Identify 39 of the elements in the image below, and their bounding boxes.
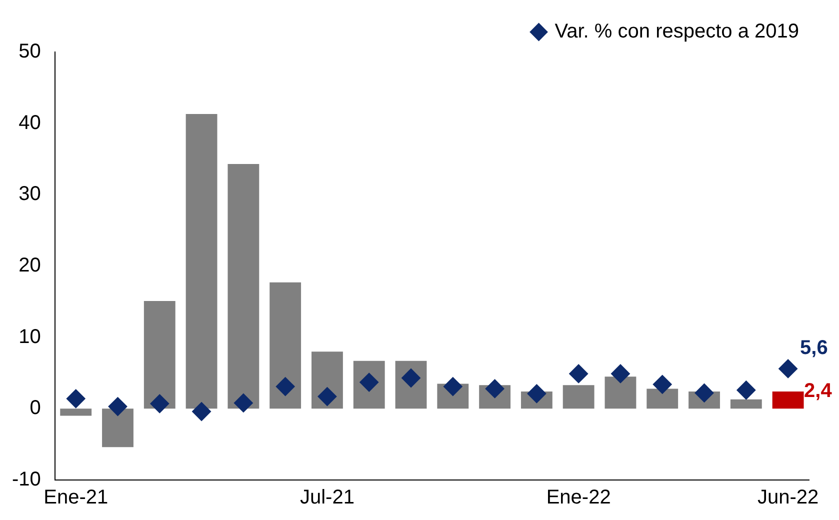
x-tick-label: Ene-21 bbox=[44, 486, 108, 509]
point bbox=[234, 393, 253, 412]
x-tick-label: Jul-21 bbox=[300, 486, 354, 509]
legend-label: Var. % con respecto a 2019 bbox=[554, 20, 800, 43]
y-tick-label: 0 bbox=[30, 397, 41, 420]
bar bbox=[102, 408, 134, 448]
point bbox=[736, 380, 756, 400]
bar bbox=[228, 164, 260, 409]
y-tick-label: -10 bbox=[12, 468, 41, 491]
point bbox=[276, 377, 295, 396]
y-tick-label: 30 bbox=[18, 183, 41, 206]
data-label: 2,4 bbox=[804, 380, 833, 402]
y-tick-label: 10 bbox=[18, 326, 41, 348]
y-tick-label: 40 bbox=[18, 112, 41, 134]
bar bbox=[186, 114, 218, 409]
x-tick-label: Jun-22 bbox=[757, 486, 819, 509]
x-tick-label: Ene-22 bbox=[546, 486, 611, 509]
bar bbox=[772, 392, 804, 409]
data-label: 5,6 bbox=[800, 337, 828, 360]
point bbox=[192, 402, 212, 422]
bar bbox=[270, 282, 302, 409]
point bbox=[66, 389, 86, 408]
point bbox=[652, 374, 672, 394]
point bbox=[569, 364, 588, 384]
bar bbox=[60, 408, 92, 416]
bar bbox=[730, 399, 762, 409]
point bbox=[108, 397, 128, 416]
point bbox=[527, 384, 546, 404]
point bbox=[694, 383, 714, 402]
y-tick-label: 50 bbox=[18, 40, 41, 63]
point bbox=[318, 387, 337, 406]
bar bbox=[562, 385, 594, 409]
bar bbox=[646, 388, 678, 409]
bar bbox=[604, 376, 636, 409]
point bbox=[778, 359, 798, 378]
point bbox=[610, 364, 630, 384]
y-tick-label: 20 bbox=[18, 254, 41, 277]
point bbox=[150, 394, 170, 414]
bar bbox=[144, 300, 176, 409]
